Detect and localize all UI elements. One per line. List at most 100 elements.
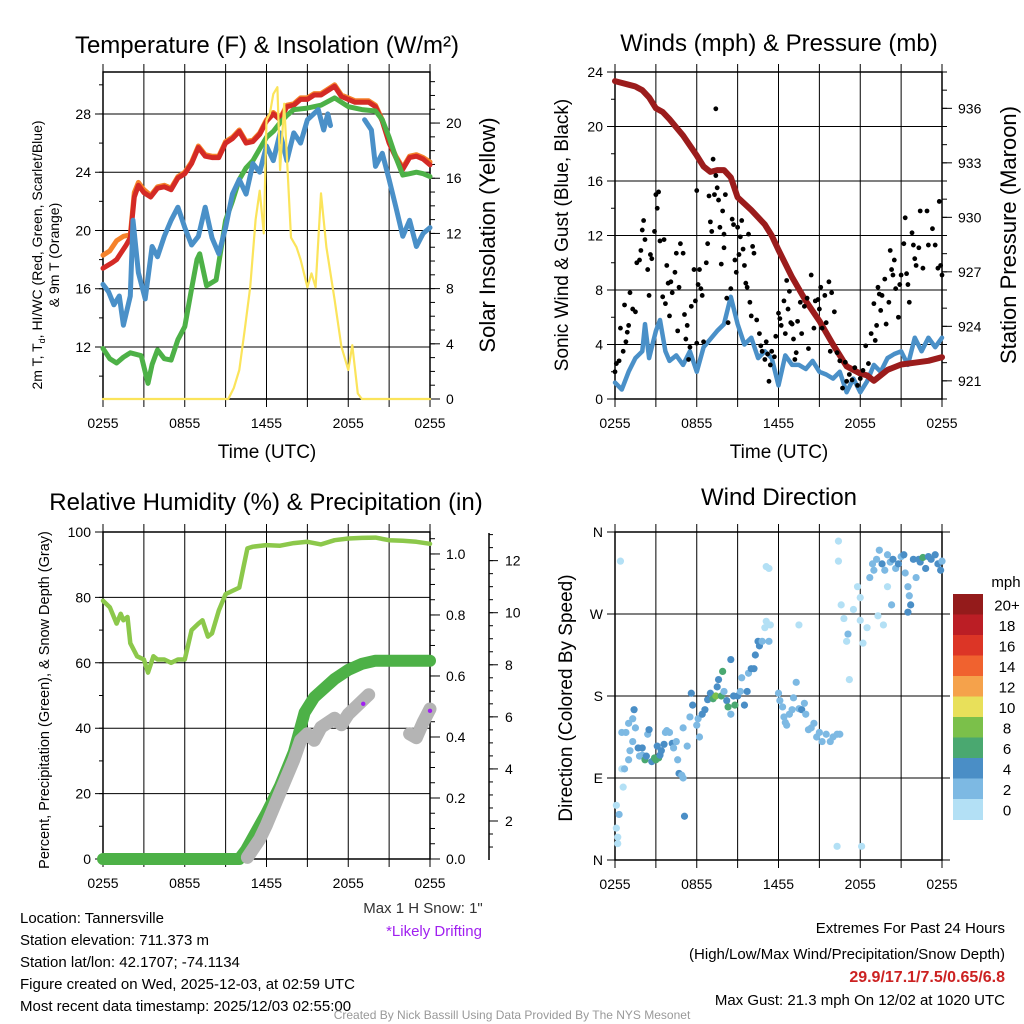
- gust-point: [716, 197, 721, 203]
- chart-title: Wind Direction: [701, 484, 857, 511]
- gust-point: [706, 193, 712, 199]
- y2-axis-title: Solar Insolation (Yellow): [475, 117, 500, 352]
- gust-point: [784, 278, 790, 283]
- wind-direction-point: [900, 551, 908, 559]
- gust-point: [731, 222, 736, 228]
- x-tick-label: 0255: [599, 876, 630, 892]
- wind-direction-point: [626, 747, 634, 755]
- colorbar-bin: [953, 635, 983, 656]
- recent-data-text: Most recent data timestamp: 2025/12/03 0…: [20, 998, 351, 1015]
- colorbar-bin: [953, 799, 983, 820]
- gust-point: [882, 276, 888, 282]
- gust-point: [823, 320, 829, 326]
- wind-direction-point: [727, 710, 735, 718]
- wind-direction-point: [751, 651, 759, 659]
- gust-point: [924, 208, 930, 214]
- gust-point: [684, 323, 690, 328]
- wind-direction-point: [904, 583, 912, 591]
- gust-point: [897, 282, 903, 287]
- gust-point: [616, 358, 622, 364]
- latlon-text: Station lat/lon: 42.1707; -74.1134: [20, 954, 240, 971]
- gust-point: [762, 357, 768, 362]
- gust-point: [787, 288, 792, 294]
- y-tick-label: 0: [595, 391, 603, 407]
- wind-direction-point: [879, 621, 888, 629]
- wind-direction-point: [679, 774, 687, 782]
- gust-point: [624, 329, 630, 335]
- wind-direction-point: [724, 703, 732, 711]
- wind-direction-point: [844, 630, 852, 638]
- colorbar-bin: [953, 737, 983, 759]
- wind-direction-point: [780, 713, 788, 721]
- extremes-title: Extremes For Past 24 Hours: [816, 920, 1005, 937]
- gust-point: [792, 357, 798, 362]
- colorbar-label: 14: [999, 659, 1016, 676]
- gust-point: [868, 331, 874, 336]
- wind-direction-point: [778, 703, 787, 711]
- gust-point: [714, 185, 720, 191]
- panel-2-axes: 0 20 40 60 80 100 0255 0855 1455 2055 0255 Relative…: [49, 489, 482, 891]
- gust-point: [713, 173, 719, 178]
- wind-direction-point: [614, 840, 622, 848]
- plot-frame: [102, 71, 431, 400]
- x-tick-label: 0855: [681, 876, 712, 892]
- wind-direction-point: [878, 560, 886, 568]
- gust-point: [680, 250, 686, 256]
- y-axis-title: Percent, Precipitation (Green), & Snow D…: [37, 531, 53, 869]
- y2-tick-label: 0.0: [446, 851, 466, 867]
- wind-direction-point: [625, 756, 633, 764]
- y2-tick-label: 0.8: [446, 607, 466, 623]
- y3-tick-label: 10: [505, 605, 521, 621]
- gust-point: [744, 284, 750, 290]
- colorbar-bin: [953, 676, 983, 697]
- y2-tick-label: 20: [446, 115, 462, 131]
- gust-point: [751, 250, 757, 256]
- wind-direction-point: [887, 601, 896, 609]
- wind-direction-point: [883, 583, 892, 591]
- colorbar-label: 20+: [994, 597, 1020, 614]
- gust-point: [932, 242, 938, 248]
- y3-tick-label: 2: [505, 813, 513, 829]
- wind-direction-point: [686, 713, 694, 721]
- gust-point: [913, 263, 919, 268]
- wind-direction-point: [704, 696, 712, 704]
- gust-point: [707, 219, 713, 225]
- wind-direction-point: [822, 730, 830, 738]
- wind-direction-point: [894, 560, 903, 568]
- y2-tick-label: 1.0: [446, 546, 466, 562]
- wind-direction-point: [849, 605, 858, 614]
- y-tick-label: W: [590, 606, 604, 622]
- x-tick-label: 1455: [251, 415, 282, 431]
- gust-point: [766, 378, 772, 384]
- gust-point: [834, 350, 840, 356]
- wind-direction-point: [938, 557, 946, 565]
- x-tick-label: 0855: [169, 415, 200, 431]
- wind-direction-point: [642, 752, 650, 760]
- wind-direction-point: [612, 801, 620, 809]
- gust-point: [654, 205, 660, 211]
- wind-direction-point: [909, 555, 917, 563]
- wind-direction-point: [631, 724, 640, 732]
- colorbar-label: 2: [1003, 782, 1011, 799]
- y2-tick-label: 0: [446, 391, 454, 407]
- solar-insolation-line: [101, 86, 432, 401]
- wind-direction-point: [802, 710, 810, 718]
- gust-point: [641, 218, 647, 223]
- gust-point: [748, 313, 754, 319]
- gust-point: [622, 302, 627, 308]
- wind-direction-point: [687, 689, 695, 697]
- gust-point: [678, 241, 683, 247]
- gust-point: [718, 261, 724, 267]
- gust-point: [698, 286, 704, 292]
- gust-point: [656, 189, 661, 195]
- gust-point: [878, 308, 884, 313]
- gust-point: [920, 265, 926, 271]
- gust-point: [729, 216, 735, 222]
- gust-point: [781, 298, 787, 304]
- wind-direction-point: [629, 737, 637, 746]
- gust-point: [746, 231, 751, 237]
- gust-point: [742, 263, 747, 268]
- wind-direction-point: [714, 676, 723, 684]
- gust-point: [688, 303, 694, 309]
